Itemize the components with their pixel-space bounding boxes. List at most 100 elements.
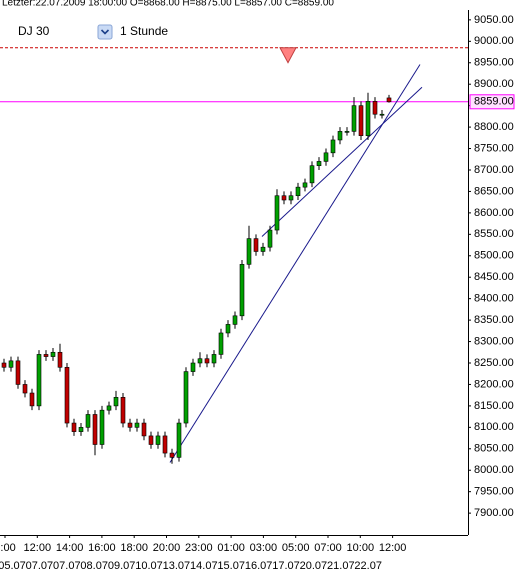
x-tick-date: 20.07 bbox=[300, 560, 328, 572]
symbol-label: DJ 30 bbox=[18, 24, 50, 38]
y-tick-label: 8200.00 bbox=[474, 378, 514, 390]
y-tick-label: 8400.00 bbox=[474, 293, 514, 305]
candle-body bbox=[134, 422, 140, 428]
y-tick-label: 8100.00 bbox=[474, 421, 514, 433]
last-price-label: 8859.00 bbox=[474, 96, 514, 108]
candle-body bbox=[155, 435, 161, 445]
candle-body bbox=[204, 358, 210, 364]
candle-body bbox=[190, 362, 196, 372]
x-tick-time: 14:00 bbox=[56, 542, 84, 554]
y-tick-label: 8550.00 bbox=[474, 228, 514, 240]
last-price-box bbox=[469, 94, 515, 110]
x-tick-date: 05.07 bbox=[0, 560, 26, 572]
y-tick-label: 8750.00 bbox=[474, 142, 514, 154]
candle-body bbox=[302, 182, 308, 188]
candle-body bbox=[316, 161, 322, 166]
dropdown-button[interactable] bbox=[97, 24, 113, 40]
candle-body bbox=[183, 371, 189, 424]
candle-body bbox=[120, 397, 126, 424]
candle-body bbox=[344, 131, 350, 133]
candle-body bbox=[15, 360, 21, 385]
candle-body bbox=[64, 366, 70, 424]
timeframe-dropdown[interactable]: 1 Stunde bbox=[97, 24, 168, 40]
candle-body bbox=[141, 422, 147, 437]
y-tick-label: 8150.00 bbox=[474, 400, 514, 412]
candle-body bbox=[148, 435, 154, 445]
candle-body bbox=[379, 113, 385, 116]
y-tick-label: 8650.00 bbox=[474, 185, 514, 197]
x-tick-time: 18:00 bbox=[120, 542, 148, 554]
candle-body bbox=[106, 405, 112, 411]
candle-body bbox=[71, 422, 77, 432]
x-tick-time: 0:00 bbox=[0, 542, 16, 554]
x-tick-time: 12:00 bbox=[24, 542, 52, 554]
y-tick-label: 8700.00 bbox=[474, 164, 514, 176]
candle-body bbox=[29, 392, 35, 407]
trend-line bbox=[169, 64, 421, 463]
y-tick-label: 8600.00 bbox=[474, 207, 514, 219]
x-tick-date: 14.07 bbox=[190, 560, 218, 572]
candle-body bbox=[246, 238, 252, 265]
y-tick-label: 8000.00 bbox=[474, 464, 514, 476]
candle-body bbox=[358, 105, 364, 136]
candle-body bbox=[162, 435, 168, 454]
candle-body bbox=[36, 354, 42, 407]
candle-body bbox=[211, 354, 217, 364]
y-tick-label: 8450.00 bbox=[474, 271, 514, 283]
x-tick-time: 16:00 bbox=[88, 542, 116, 554]
x-tick-time: 23:00 bbox=[185, 542, 213, 554]
candle-body bbox=[232, 315, 238, 325]
candle-body bbox=[323, 152, 329, 162]
x-tick-date: 15.07 bbox=[217, 560, 245, 572]
candle-body bbox=[309, 165, 315, 184]
y-tick-label: 8300.00 bbox=[474, 335, 514, 347]
x-tick-date: 21.07 bbox=[327, 560, 355, 572]
candle-body bbox=[22, 384, 28, 394]
candle-body bbox=[218, 332, 224, 355]
x-tick-time: 20:00 bbox=[153, 542, 181, 554]
candle-body bbox=[78, 427, 84, 432]
dropdown-chevron bbox=[100, 29, 110, 35]
x-tick-date: 07.07 bbox=[53, 560, 81, 572]
candle-body bbox=[43, 354, 49, 357]
candle-body bbox=[85, 414, 91, 428]
candle-body bbox=[253, 238, 259, 252]
x-tick-time: 10:00 bbox=[347, 542, 375, 554]
candle-body bbox=[57, 351, 63, 368]
y-tick-label: 8350.00 bbox=[474, 314, 514, 326]
candle-body bbox=[8, 360, 14, 368]
y-tick-label: 7900.00 bbox=[474, 507, 514, 519]
timeframe-label[interactable]: 1 Stunde bbox=[120, 24, 168, 38]
x-tick-date: 10.07 bbox=[135, 560, 163, 572]
x-tick-date: 17.07 bbox=[272, 560, 300, 572]
candle-body bbox=[330, 139, 336, 154]
candle-body bbox=[197, 358, 203, 364]
candle-body bbox=[288, 195, 294, 201]
candle-body bbox=[260, 246, 266, 252]
candle-body bbox=[239, 264, 245, 317]
chart-header: Letzter:22.07.2009 18:00:00 O=8868.00 H=… bbox=[2, 0, 334, 9]
y-tick-label: 8900.00 bbox=[474, 78, 514, 90]
candle-body bbox=[176, 422, 182, 458]
candle-body bbox=[386, 97, 392, 103]
candle-body bbox=[169, 452, 175, 458]
candle-body bbox=[337, 131, 343, 141]
candle-body bbox=[92, 414, 98, 445]
x-tick-time: 07:00 bbox=[314, 542, 342, 554]
candle-body bbox=[1, 362, 7, 368]
y-tick-label: 8250.00 bbox=[474, 357, 514, 369]
candle-body bbox=[295, 186, 301, 197]
x-tick-time: 01:00 bbox=[217, 542, 245, 554]
candle-body bbox=[372, 101, 378, 115]
candle-body bbox=[274, 195, 280, 231]
x-tick-time: 12:00 bbox=[379, 542, 407, 554]
candle-body bbox=[127, 422, 133, 428]
candle-body bbox=[225, 324, 231, 334]
x-tick-time: 03:00 bbox=[250, 542, 278, 554]
candle-body bbox=[99, 409, 105, 445]
y-tick-label: 8050.00 bbox=[474, 443, 514, 455]
x-tick-date: 13.07 bbox=[163, 560, 191, 572]
